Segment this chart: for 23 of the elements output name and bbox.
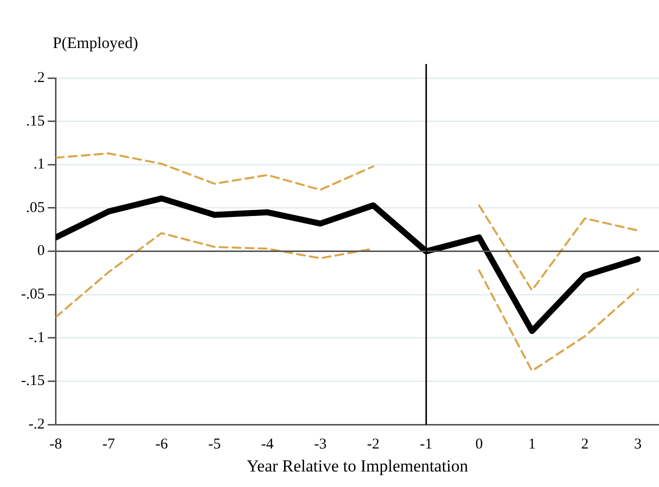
y-tick-label: -.15 [20, 373, 45, 390]
y-tick-label: -.05 [20, 286, 45, 303]
x-tick-label: 1 [528, 436, 536, 453]
x-tick-label: -7 [102, 436, 116, 453]
y-tick-label: .2 [33, 70, 45, 86]
y-tick-label: 0 [37, 243, 45, 260]
x-tick-label: -6 [155, 436, 168, 453]
y-tick-label: .15 [26, 113, 45, 130]
x-tick-label: -5 [208, 436, 221, 453]
x-tick-label: -1 [420, 436, 432, 453]
x-tick-label: -3 [314, 436, 327, 453]
x-tick-label: 2 [581, 436, 589, 453]
x-tick-label: 3 [634, 436, 642, 453]
y-axis-title: P(Employed) [52, 35, 138, 52]
y-tick-label: .05 [26, 200, 45, 216]
y-tick-label: -.2 [28, 416, 45, 433]
x-tick-label: -8 [49, 436, 62, 453]
x-tick-label: -2 [367, 436, 380, 453]
y-tick-label: -.1 [28, 330, 45, 346]
y-tick-label: .1 [33, 156, 45, 173]
x-axis-title: Year Relative to Implementation [246, 456, 469, 476]
x-tick-label: -4 [261, 436, 274, 453]
x-tick-label: 0 [475, 436, 483, 453]
